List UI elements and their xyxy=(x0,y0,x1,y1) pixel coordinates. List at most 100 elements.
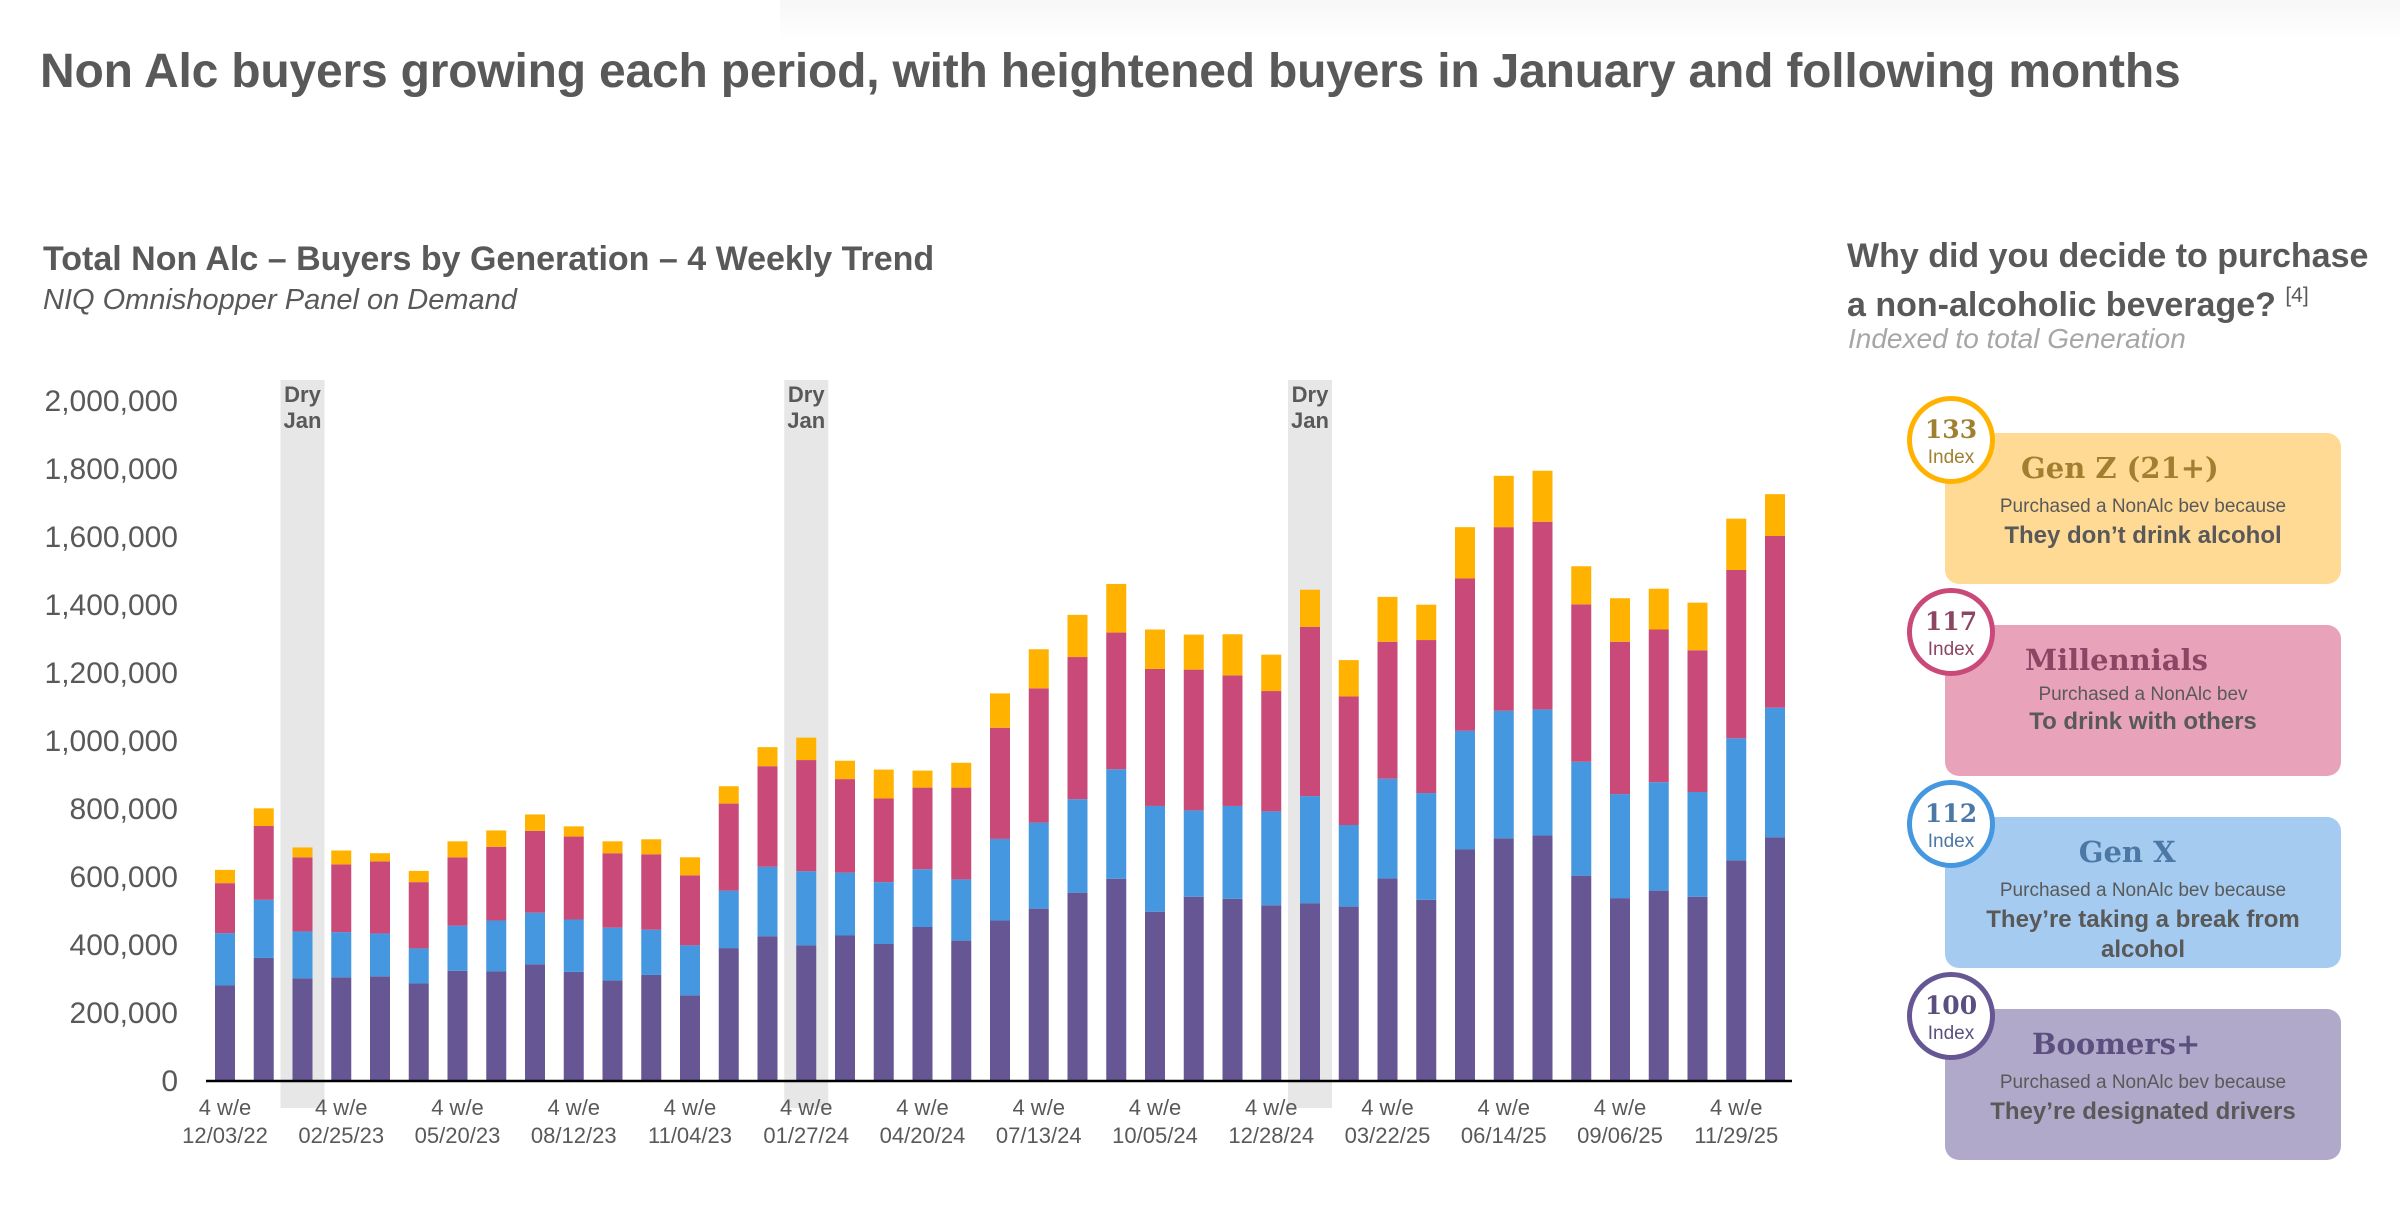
side-title-line2: a non-alcoholic beverage? [4] xyxy=(1847,284,2309,324)
bar-segment-gen-x xyxy=(1648,782,1669,891)
x-tick-label: 4 w/e 02/25/23 xyxy=(298,1095,384,1148)
bar-segment-gen-x xyxy=(641,929,662,975)
bar-stack xyxy=(835,760,855,1080)
bar-segment-millennials xyxy=(331,864,352,933)
bar-segment-millennials xyxy=(253,826,274,900)
x-tick-date: 11/29/25 xyxy=(1694,1123,1778,1148)
index-label: Index xyxy=(1927,831,1975,852)
card-generation-name: Millennials xyxy=(2025,643,2208,677)
index-badge-boomers: 100 Index xyxy=(1907,972,1995,1060)
bar-segment-millennials xyxy=(1145,668,1165,806)
bar-segment-boomers xyxy=(1610,898,1630,1080)
x-tick-label: 4 w/e 04/20/24 xyxy=(880,1095,966,1148)
bar-segment-gen-z-21 xyxy=(641,839,662,855)
x-tick-prefix: 4 w/e xyxy=(1245,1095,1298,1120)
y-tick-label: 2,000,000 xyxy=(45,385,178,418)
bar-segment-gen-z-21 xyxy=(873,769,894,799)
bar-segment-gen-x xyxy=(1571,761,1592,876)
card-reason: They’re taking a break from alcohol xyxy=(1986,906,2300,963)
bar-segment-gen-z-21 xyxy=(253,808,274,827)
bar-segment-boomers xyxy=(525,964,545,1080)
bar-segment-gen-z-21 xyxy=(1067,614,1088,658)
y-tick-label: 1,600,000 xyxy=(45,521,178,554)
bar-segment-gen-z-21 xyxy=(835,760,855,780)
card-boomers: Boomers+ Purchased a NonAlc bev because … xyxy=(1945,1009,2341,1160)
bar-segment-gen-z-21 xyxy=(602,841,623,854)
card-gen-x: Gen X Purchased a NonAlc bev because The… xyxy=(1945,817,2341,968)
x-tick-prefix: 4 w/e xyxy=(431,1095,484,1120)
x-tick-label: 4 w/e 03/22/25 xyxy=(1345,1095,1431,1148)
bar-segment-boomers xyxy=(757,936,778,1080)
bar-stack xyxy=(408,870,429,1080)
x-tick-label: 4 w/e 09/06/25 xyxy=(1577,1095,1663,1148)
bar-segment-millennials xyxy=(1648,629,1669,783)
bar-segment-boomers xyxy=(1261,905,1282,1080)
card-reason-intro: Purchased a NonAlc bev because xyxy=(1999,880,2287,901)
bar-segment-gen-x xyxy=(1493,710,1514,839)
page-headline: Non Alc buyers growing each period, with… xyxy=(40,45,2181,98)
bar-stack xyxy=(1261,654,1282,1080)
card-reason-intro: Purchased a NonAlc bev because xyxy=(1999,1072,2287,1093)
bar-segment-boomers xyxy=(1028,908,1049,1080)
chart-subtitle: NIQ Omnishopper Panel on Demand xyxy=(43,284,517,316)
y-tick-label: 600,000 xyxy=(70,861,178,894)
footnote-ref: [4] xyxy=(2285,284,2309,307)
dry-jan-label-line1: Dry xyxy=(788,382,825,407)
bar-segment-gen-x xyxy=(408,948,429,984)
bar-segment-boomers xyxy=(1106,878,1127,1080)
bar-segment-gen-x xyxy=(525,912,545,965)
bar-segment-gen-x xyxy=(796,871,817,946)
bar-segment-gen-x xyxy=(757,866,778,937)
bar-segment-boomers xyxy=(718,948,739,1080)
x-tick-prefix: 4 w/e xyxy=(780,1095,833,1120)
bar-stack xyxy=(1300,589,1320,1080)
bar-segment-millennials xyxy=(1338,696,1359,825)
x-tick-prefix: 4 w/e xyxy=(664,1095,717,1120)
bar-stack xyxy=(215,869,235,1080)
bar-segment-millennials xyxy=(486,846,507,921)
bar-segment-gen-x xyxy=(253,899,274,958)
x-tick-prefix: 4 w/e xyxy=(1710,1095,1763,1120)
bar-segment-boomers xyxy=(912,927,933,1080)
bar-stack xyxy=(641,839,662,1080)
bar-segment-gen-z-21 xyxy=(1222,634,1243,676)
bar-segment-gen-x xyxy=(1532,709,1553,836)
bar-stack xyxy=(602,841,623,1080)
x-tick-date: 11/04/23 xyxy=(648,1123,732,1148)
bar-stack xyxy=(563,826,584,1080)
y-tick-label: 1,800,000 xyxy=(45,453,178,486)
bar-segment-gen-z-21 xyxy=(1377,596,1398,642)
bar-segment-millennials xyxy=(1493,527,1514,711)
index-label: Index xyxy=(1927,1023,1975,1044)
card-gen-z: Gen Z (21+) Purchased a NonAlc bev becau… xyxy=(1945,433,2341,584)
bar-segment-gen-x xyxy=(1300,796,1320,904)
bar-segment-gen-x xyxy=(1222,805,1243,899)
bar-segment-millennials xyxy=(1067,657,1088,800)
x-tick-date: 04/20/24 xyxy=(880,1123,966,1148)
index-value: 100 xyxy=(1924,991,1978,1020)
x-tick-date: 03/22/25 xyxy=(1345,1123,1431,1148)
bar-segment-gen-x xyxy=(1726,738,1747,861)
bar-stack xyxy=(486,830,507,1080)
bar-stack xyxy=(796,737,817,1080)
bar-segment-gen-z-21 xyxy=(331,850,352,865)
top-fade-band xyxy=(780,0,2400,40)
bar-stack xyxy=(1571,566,1592,1080)
bar-segment-millennials xyxy=(1687,650,1708,793)
bar-segment-millennials xyxy=(1416,640,1437,794)
bar-stack xyxy=(331,850,352,1080)
x-tick-label: 4 w/e 06/14/25 xyxy=(1461,1095,1547,1148)
x-tick-date: 10/05/24 xyxy=(1112,1123,1198,1148)
bar-segment-boomers xyxy=(1455,849,1475,1080)
bar-segment-boomers xyxy=(1300,903,1320,1080)
bar-segment-gen-z-21 xyxy=(215,869,235,884)
bar-stack xyxy=(1610,598,1630,1080)
bar-segment-gen-z-21 xyxy=(680,857,700,876)
bar-segment-millennials xyxy=(1028,688,1049,823)
bar-stack xyxy=(1377,596,1398,1080)
bar-segment-boomers xyxy=(408,983,429,1080)
bar-segment-gen-z-21 xyxy=(486,830,507,847)
bar-stack xyxy=(447,841,468,1080)
bar-segment-gen-z-21 xyxy=(912,770,933,788)
bar-segment-boomers xyxy=(990,920,1010,1080)
